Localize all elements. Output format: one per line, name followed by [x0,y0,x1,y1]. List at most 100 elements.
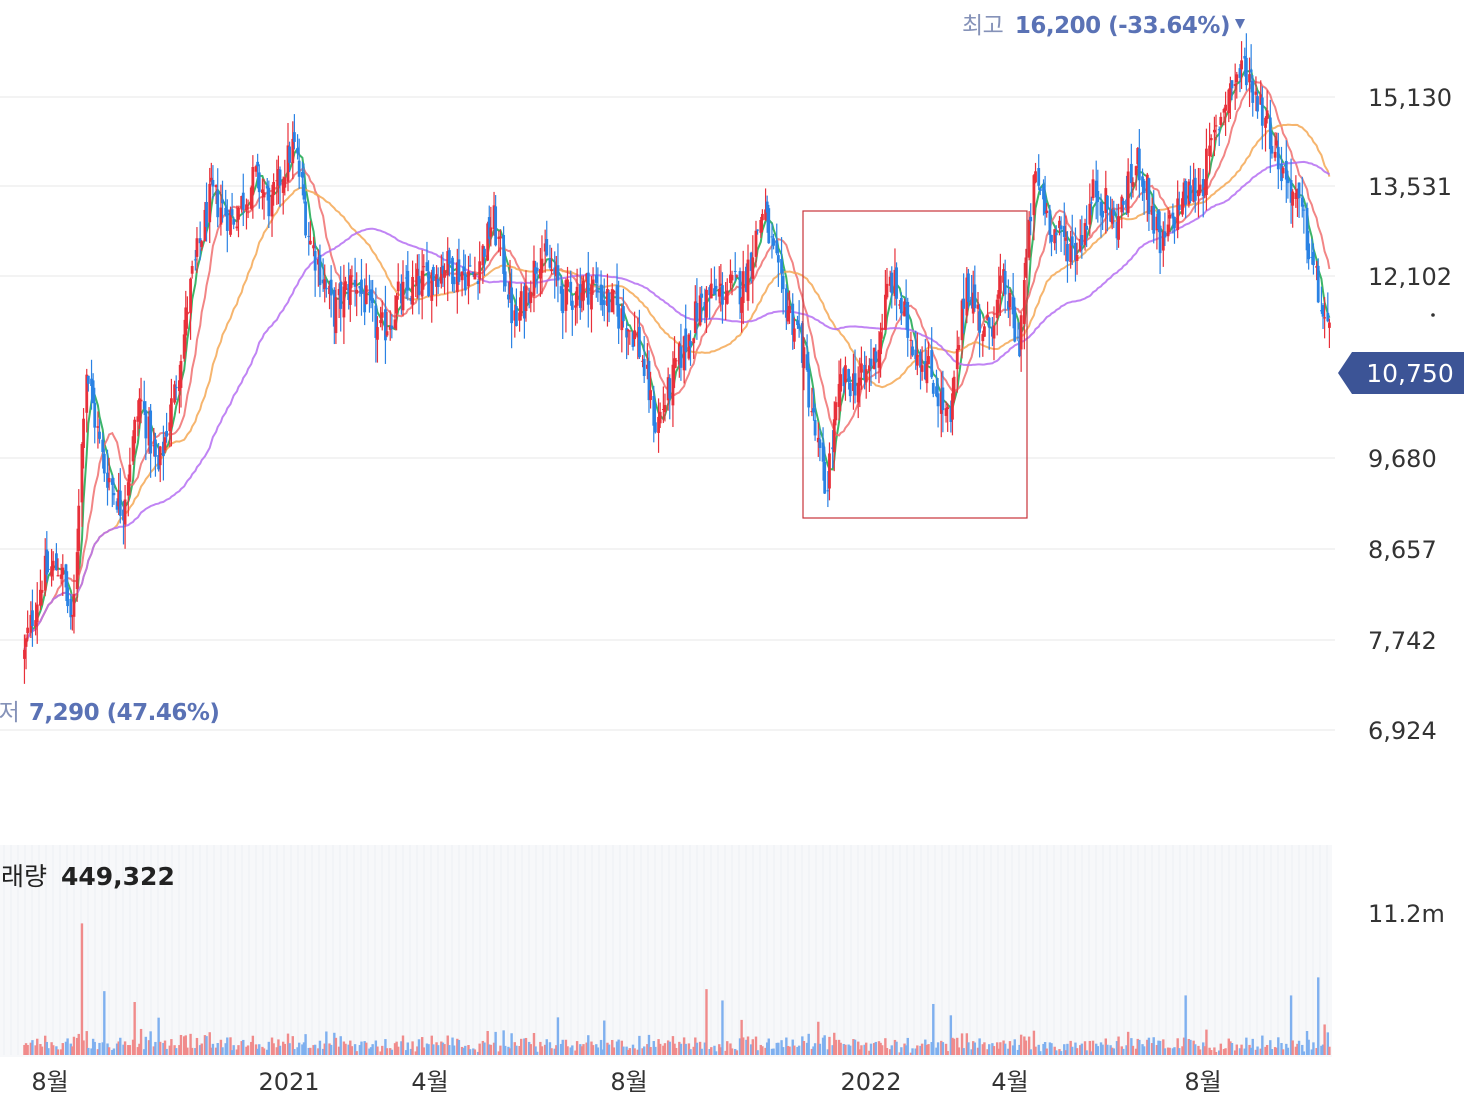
candle[interactable] [1002,263,1005,297]
candle[interactable] [246,199,250,219]
candle[interactable] [1284,140,1288,203]
candle[interactable] [745,263,748,293]
candle[interactable] [102,448,106,482]
candle[interactable] [1038,186,1042,196]
candle[interactable] [1161,221,1165,267]
candle[interactable] [550,247,553,275]
candle[interactable] [267,180,271,228]
candle[interactable] [291,121,295,180]
candle[interactable] [77,489,81,575]
candle[interactable] [860,346,863,390]
candle[interactable] [1142,178,1146,215]
candle[interactable] [364,263,368,305]
candle[interactable] [812,388,815,421]
candle[interactable] [837,360,841,421]
candle[interactable] [75,528,79,602]
candle[interactable] [729,259,732,290]
candle[interactable] [184,290,188,352]
candle[interactable] [626,328,630,356]
candle[interactable] [1104,170,1108,234]
candle[interactable] [569,270,573,306]
candle[interactable] [1064,215,1068,262]
candle[interactable] [578,267,582,320]
candle[interactable] [380,300,384,331]
candle[interactable] [297,138,301,189]
candle[interactable] [396,263,400,300]
candle[interactable] [607,289,611,323]
candle[interactable] [460,271,464,297]
candle[interactable] [237,206,240,238]
candle[interactable] [510,268,514,349]
candle[interactable] [700,285,704,323]
candle[interactable] [430,269,434,323]
candle[interactable] [1166,207,1170,242]
candle[interactable] [43,538,47,597]
candle[interactable] [368,274,371,313]
candle[interactable] [1022,262,1026,350]
candle[interactable] [1193,168,1197,213]
candle[interactable] [1213,116,1216,157]
candle[interactable] [473,256,477,280]
candle[interactable] [682,335,686,384]
candle[interactable] [487,205,491,244]
candle[interactable] [348,268,352,322]
candle[interactable] [1286,170,1290,199]
candle[interactable] [122,500,125,545]
candle[interactable] [649,371,652,409]
candle[interactable] [518,297,522,332]
candle[interactable] [133,416,137,455]
candle[interactable] [128,447,132,496]
candle[interactable] [328,280,331,310]
candle[interactable] [730,270,734,296]
candle[interactable] [1134,165,1138,191]
candle[interactable] [39,569,42,610]
candle[interactable] [1018,322,1021,358]
candle[interactable] [427,260,430,298]
candle[interactable] [1024,248,1028,279]
candle[interactable] [890,266,894,309]
candle[interactable] [864,355,868,399]
candle[interactable] [1254,76,1258,112]
candle[interactable] [54,543,58,571]
candle[interactable] [1297,182,1301,218]
candle[interactable] [590,275,593,333]
candle[interactable] [1270,132,1274,159]
candle[interactable] [821,427,825,481]
candle[interactable] [404,265,408,299]
candle[interactable] [1163,212,1167,247]
candle[interactable] [970,274,974,309]
candle[interactable] [1043,175,1047,226]
candle[interactable] [1198,167,1202,196]
candle[interactable] [1219,112,1223,128]
candle[interactable] [1080,215,1084,259]
candle[interactable] [1264,116,1267,152]
candle[interactable] [826,471,830,508]
candle[interactable] [157,442,161,472]
candle[interactable] [339,266,343,332]
candle[interactable] [358,285,362,297]
candle[interactable] [462,249,466,275]
candlesticks[interactable] [23,33,1331,684]
candle[interactable] [1235,71,1239,99]
candle[interactable] [1276,132,1280,189]
candle[interactable] [965,267,969,324]
candle[interactable] [591,267,595,295]
candle[interactable] [24,634,28,670]
candle[interactable] [781,269,785,315]
candle[interactable] [580,275,584,313]
candle[interactable] [978,304,982,358]
candle[interactable] [323,264,327,303]
candle[interactable] [1268,99,1272,173]
candle[interactable] [1197,167,1200,218]
candle[interactable] [374,287,378,363]
candle[interactable] [765,195,769,233]
candle[interactable] [476,278,480,300]
candle[interactable] [1280,146,1283,191]
candle[interactable] [899,292,903,326]
candle[interactable] [1078,219,1082,253]
candle[interactable] [990,317,994,347]
candle[interactable] [249,185,253,210]
candle[interactable] [831,430,835,468]
candle[interactable] [738,267,742,320]
candle[interactable] [668,374,672,420]
